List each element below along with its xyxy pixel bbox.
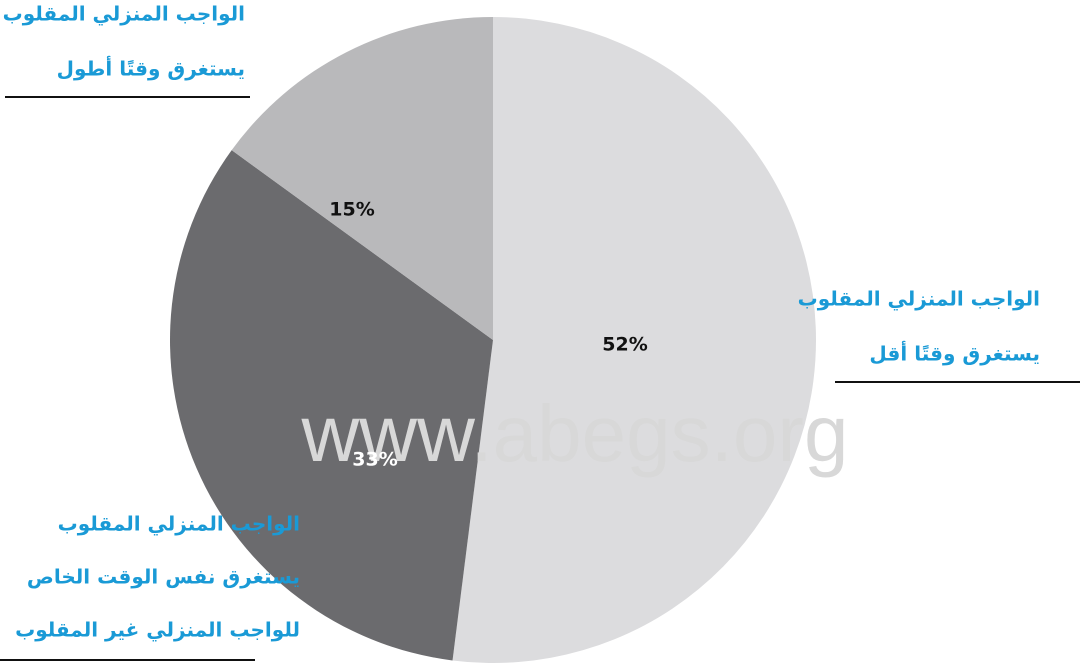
category-label: الواجب المنزلي المقلوب [3,2,245,27]
pie-slice [231,17,494,340]
category-label: الواجب المنزلي المقلوب [58,512,300,537]
category-label: للواجب المنزلي غير المقلوب [15,618,300,643]
value-label: 33% [352,449,397,471]
category-label: يستغرق وقتًا أطول [57,55,245,81]
watermark: www.abegs.org [301,389,849,478]
value-label: 15% [329,199,374,221]
pie [170,17,817,664]
category-label: يستغرق وقتًا أقل [869,340,1040,366]
value-label: 52% [602,334,647,356]
category-label: يستغرق نفس الوقت الخاص [27,565,300,589]
pie-slice [452,17,817,664]
category-label: الواجب المنزلي المقلوب [798,287,1040,312]
pie-slice [170,150,493,661]
